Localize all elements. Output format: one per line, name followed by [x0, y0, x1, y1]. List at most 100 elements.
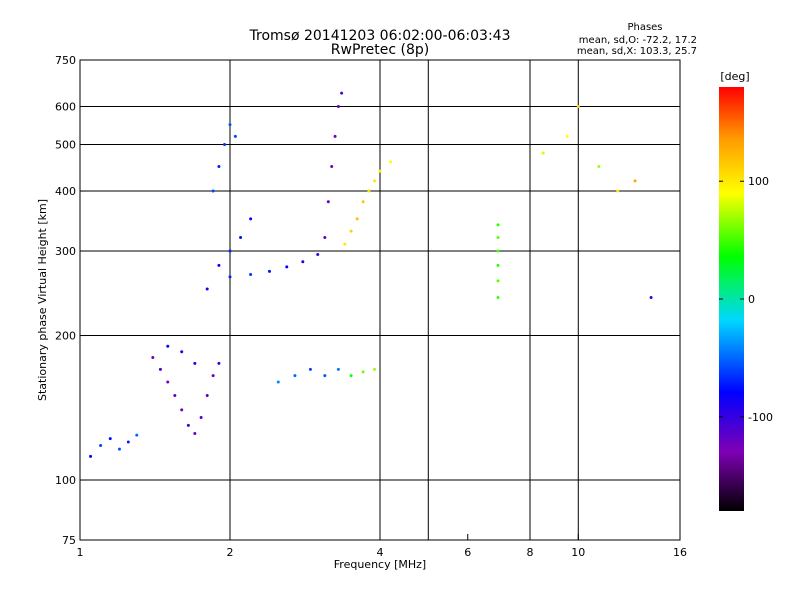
data-point	[186, 423, 190, 427]
data-point	[249, 273, 253, 277]
data-point	[355, 217, 359, 221]
stats-line-o: mean, sd,O: -72.2, 17.2	[579, 35, 697, 46]
x-tick-label: 16	[673, 546, 687, 559]
y-tick-label: 100	[55, 474, 76, 487]
data-point	[349, 229, 353, 233]
data-point	[496, 279, 500, 283]
x-tick-label: 8	[527, 546, 534, 559]
data-point	[228, 249, 232, 253]
data-point	[336, 367, 340, 371]
data-point	[233, 134, 237, 138]
data-point	[340, 91, 344, 95]
x-tick-label: 10	[571, 546, 585, 559]
data-point	[228, 275, 232, 279]
y-tick-label: 200	[55, 330, 76, 343]
colorbar-tick-label: 0	[748, 293, 755, 306]
data-point	[301, 260, 305, 264]
chart-subtitle: RwPretec (8p)	[331, 42, 429, 58]
data-point	[336, 105, 340, 109]
x-tick-label: 1	[77, 546, 84, 559]
data-point	[330, 164, 334, 168]
data-point	[597, 164, 601, 168]
data-point	[217, 164, 221, 168]
data-point	[496, 236, 500, 240]
data-point	[173, 394, 177, 398]
data-point	[180, 408, 184, 412]
data-point	[217, 263, 221, 267]
stats-line-x: mean, sd,X: 103.3, 25.7	[577, 46, 697, 57]
data-point	[293, 374, 297, 378]
data-point	[565, 134, 569, 138]
x-tick-label: 2	[227, 546, 234, 559]
data-point	[151, 355, 155, 359]
colorbar-label: [deg]	[720, 70, 749, 83]
data-point	[223, 143, 227, 147]
data-point	[193, 361, 197, 365]
chart-title: Tromsø 20141203 06:02:00-06:03:43	[249, 28, 511, 44]
data-point	[205, 394, 209, 398]
data-point	[633, 179, 637, 183]
gridlines	[80, 60, 680, 540]
x-axis-ticks: 1 2 4 6 8 10 16	[77, 534, 687, 559]
data-point	[333, 134, 337, 138]
data-point	[349, 374, 353, 378]
data-point	[211, 374, 215, 378]
data-point	[496, 263, 500, 267]
data-point	[211, 189, 215, 193]
x-tick-label: 6	[464, 546, 471, 559]
y-axis-ticks: 75 100 200 300 400 500 600 750	[55, 54, 86, 547]
data-point	[343, 242, 347, 246]
data-point	[267, 269, 271, 273]
colorbar-tick-label: -100	[748, 411, 773, 424]
data-point	[89, 454, 93, 458]
scatter-points	[89, 91, 653, 458]
data-point	[373, 179, 377, 183]
data-point	[541, 151, 545, 155]
data-point	[496, 296, 500, 300]
data-point	[576, 105, 580, 109]
data-point	[193, 432, 197, 436]
data-point	[228, 123, 232, 127]
x-axis-label: Frequency [MHz]	[334, 558, 426, 571]
data-point	[308, 367, 312, 371]
y-axis-label: Stationary phase Virtual Height [km]	[36, 199, 49, 401]
data-point	[158, 367, 162, 371]
colorbar-ticks: 100 0 -100	[719, 175, 773, 424]
x-tick-label: 4	[377, 546, 384, 559]
colorbar-tick-label: 100	[748, 175, 769, 188]
data-point	[126, 440, 130, 444]
data-point	[205, 287, 209, 291]
data-point	[117, 447, 121, 451]
data-point	[496, 249, 500, 253]
data-point	[323, 374, 327, 378]
data-point	[249, 217, 253, 221]
y-tick-label: 500	[55, 139, 76, 152]
data-point	[649, 296, 653, 300]
data-point	[316, 253, 320, 257]
data-point	[389, 160, 393, 164]
colorbar: [deg] 100 0 -100	[719, 70, 773, 511]
data-point	[135, 433, 139, 437]
data-point	[239, 236, 243, 240]
data-point	[217, 361, 221, 365]
data-point	[367, 189, 371, 193]
y-tick-label: 300	[55, 245, 76, 258]
data-point	[373, 367, 377, 371]
data-point	[199, 415, 203, 419]
data-point	[361, 370, 365, 374]
data-point	[616, 189, 620, 193]
data-point	[323, 236, 327, 240]
colorbar-gradient	[719, 87, 744, 511]
data-point	[99, 444, 103, 448]
data-point	[180, 350, 184, 354]
data-point	[361, 200, 365, 204]
data-point	[285, 265, 289, 269]
data-point	[276, 380, 280, 384]
y-tick-label: 75	[62, 534, 76, 547]
plot-area: 1 2 4 6 8 10 16 75 100 200 300 400 500 600 750	[55, 54, 687, 559]
data-point	[166, 344, 170, 348]
stats-header: Phases	[627, 22, 662, 33]
y-tick-label: 750	[55, 54, 76, 67]
data-point	[378, 169, 382, 173]
